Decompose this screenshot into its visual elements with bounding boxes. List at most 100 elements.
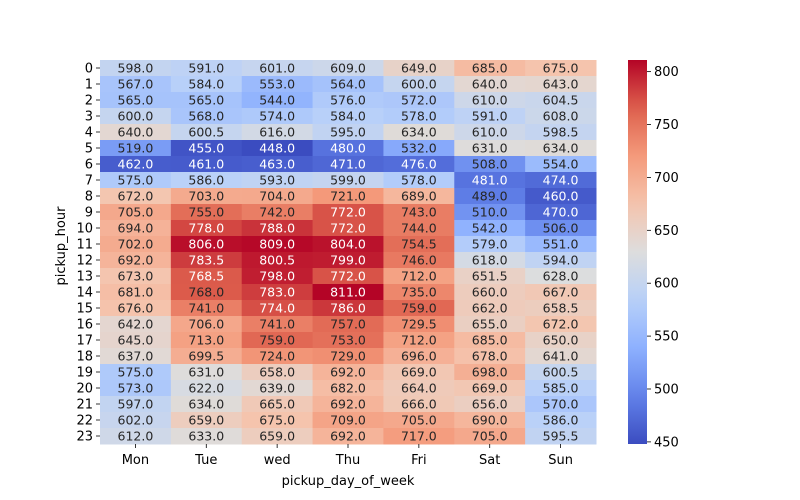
cell-value-label: 593.0 [259,173,295,188]
y-tick-label: 0 [85,62,93,77]
cell-value-label: 600.5 [188,125,224,140]
heatmap-cell [454,60,526,77]
heatmap-cell [454,396,526,413]
heatmap-cell [383,364,455,381]
y-tick-label: 3 [85,110,93,125]
heatmap-cell [383,412,455,429]
cell-value-label: 681.0 [118,285,154,300]
cell-value-label: 586.0 [543,413,579,428]
heatmap-cell [454,204,526,221]
cell-value-label: 633.0 [188,429,224,444]
y-tick-label: 17 [76,334,93,349]
heatmap-cell [312,204,384,221]
cell-value-label: 565.0 [118,93,154,108]
cell-value-label: 544.0 [259,93,295,108]
cell-value-label: 598.5 [543,125,579,140]
heatmap-cell [312,364,384,381]
cell-value-label: 669.0 [472,381,508,396]
heatmap-cell [383,348,455,365]
heatmap-cell [454,380,526,397]
heatmap-cell [100,300,172,317]
heatmap-cell [383,172,455,189]
y-tick-label: 7 [85,174,93,189]
heatmap-cell [312,220,384,237]
cell-value-label: 783.5 [188,253,224,268]
x-axis-ticks: Mon Tue wed Thu Fri Sat Sun [122,444,573,468]
cell-value-label: 602.0 [118,413,154,428]
cell-value-label: 554.0 [543,157,579,172]
heatmap-cell [454,172,526,189]
heatmap-cell [525,92,597,109]
heatmap-cell [170,364,243,381]
cell-value-label: 772.0 [330,221,366,236]
cell-value-label: 678.0 [472,349,508,364]
y-tick-label: 18 [76,350,93,365]
cell-value-label: 639.0 [259,381,295,396]
heatmap-cell [454,220,526,237]
heatmap-cell [383,92,455,109]
heatmap-cells [100,60,597,445]
heatmap-cell [525,188,597,205]
cell-value-label: 744.0 [401,221,437,236]
heatmap-cell [525,332,597,349]
cell-value-label: 570.0 [543,397,579,412]
y-tick-label: 8 [85,190,93,205]
heatmap-cell [525,220,597,237]
cell-value-label: 481.0 [472,173,508,188]
heatmap-cell [525,252,597,269]
heatmap-cell [312,380,384,397]
y-tick-label: 15 [76,302,93,317]
heatmap-cell [383,220,455,237]
cell-value-label: 508.0 [472,157,508,172]
heatmap-cell [383,156,455,173]
colorbar-tick-label: 650 [654,224,679,239]
heatmap-cell [170,140,243,157]
heatmap-cell [241,236,314,253]
cell-value-label: 553.0 [259,77,295,92]
heatmap-cell [525,204,597,221]
heatmap-cell [312,76,384,93]
cell-value-label: 713.0 [188,333,224,348]
heatmap-cell [525,428,597,445]
heatmap-cell [100,140,172,157]
cell-value-label: 601.0 [259,61,295,76]
heatmap-cell [383,204,455,221]
y-axis-label: pickup_hour [54,206,69,286]
cell-value-label: 584.0 [188,77,224,92]
heatmap-cell [100,284,172,301]
cell-value-label: 759.0 [259,333,295,348]
heatmap-cell [383,284,455,301]
cell-value-label: 806.0 [188,237,224,252]
heatmap-cell [383,252,455,269]
heatmap-cell [170,76,243,93]
heatmap-cell [100,428,172,445]
cell-value-label: 634.0 [543,141,579,156]
cell-value-label: 510.0 [472,205,508,220]
heatmap-cell [312,428,384,445]
heatmap-cell [383,380,455,397]
heatmap-cell [454,348,526,365]
cell-value-label: 634.0 [401,125,437,140]
cell-value-label: 682.0 [330,381,366,396]
cell-value-label: 709.0 [330,413,366,428]
colorbar-tick-label: 500 [654,382,679,397]
heatmap-cell [241,348,314,365]
x-tick-label: Fri [411,453,427,468]
x-tick-label: wed [264,453,291,468]
cell-value-label: 565.0 [188,93,224,108]
cell-value-label: 689.0 [401,189,437,204]
heatmap-cell [454,156,526,173]
heatmap-cell [241,188,314,205]
cell-value-label: 489.0 [472,189,508,204]
heatmap-cell [454,364,526,381]
heatmap-cell [454,300,526,317]
heatmap-cell [170,332,243,349]
cell-value-label: 573.0 [118,381,154,396]
heatmap-cell [241,92,314,109]
heatmap-cell [525,76,597,93]
cell-value-label: 743.0 [401,205,437,220]
colorbar-tick-label: 450 [654,435,679,450]
y-tick-label: 1 [85,78,93,93]
heatmap-cell [170,300,243,317]
